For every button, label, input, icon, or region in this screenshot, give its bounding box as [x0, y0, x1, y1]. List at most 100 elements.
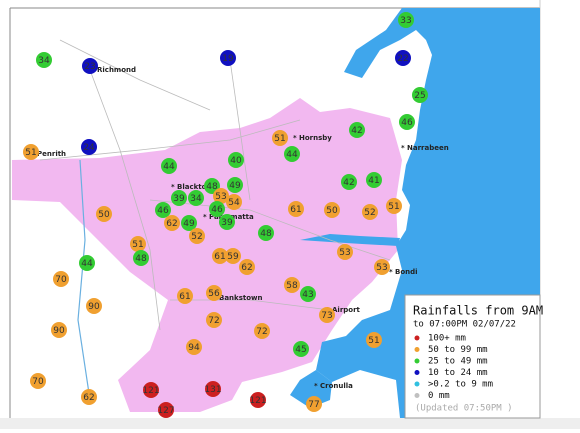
rain-marker [209, 201, 225, 217]
rain-value: 121 [142, 386, 159, 396]
harbour [300, 234, 400, 246]
rain-value: 61 [179, 292, 190, 302]
rain-value: 52 [191, 232, 202, 242]
place-label: Narrabeen [407, 144, 449, 152]
rain-marker [366, 332, 382, 348]
rain-marker [23, 144, 39, 160]
rain-value: 45 [295, 345, 306, 355]
rain-marker [366, 172, 382, 188]
rain-value: 53 [339, 248, 350, 258]
road [39, 119, 301, 161]
rain-marker [53, 271, 69, 287]
rain-value: 34 [190, 194, 202, 204]
rain-marker [272, 130, 288, 146]
rain-marker [227, 177, 243, 193]
rain-value: 42 [351, 126, 362, 136]
rain-value: 46 [401, 118, 413, 128]
rain-marker [155, 202, 171, 218]
rain-marker [164, 215, 180, 231]
place-label: Bankstown [219, 294, 262, 302]
road [89, 69, 161, 331]
rain-value: 48 [206, 182, 218, 192]
rain-marker [213, 188, 229, 204]
legend-box [404, 294, 541, 419]
rain-marker [341, 174, 357, 190]
rain-value: 33 [400, 16, 411, 26]
rain-value: 77 [308, 400, 319, 410]
rain-value: 121 [249, 396, 266, 406]
rain-marker [205, 381, 221, 397]
legend-label: 50 to 99 mm [428, 345, 488, 355]
legend-label: 25 to 49 mm [428, 357, 488, 367]
place-star: * [171, 183, 175, 191]
place-label: Richmond [97, 66, 136, 74]
rain-value: 44 [286, 150, 298, 160]
legend-swatch [414, 358, 420, 364]
rain-marker [212, 248, 228, 264]
rain-value: 53 [376, 263, 387, 273]
legend-swatch [414, 335, 420, 341]
rain-marker [86, 298, 102, 314]
rain-marker [161, 158, 177, 174]
rain-value: 44 [81, 259, 93, 269]
rain-marker [81, 389, 97, 405]
place-star: * [293, 134, 297, 142]
rain-value: 58 [286, 281, 298, 291]
legend-label: >0.2 to 9 mm [428, 380, 493, 390]
rain-value: 90 [53, 326, 65, 336]
rain-marker [324, 202, 340, 218]
legend-swatch [414, 370, 420, 375]
rain-marker [228, 152, 244, 168]
rain-value: 46 [157, 206, 169, 216]
rain-value: 62 [166, 219, 177, 229]
place-star: * [314, 382, 318, 390]
rain-value: 42 [343, 178, 354, 188]
legend-swatch [414, 347, 420, 352]
rain-marker [81, 139, 97, 155]
rain-marker [349, 122, 365, 138]
rain-marker [189, 228, 205, 244]
rain-marker [181, 215, 197, 231]
rain-marker [186, 339, 202, 355]
rain-marker [158, 402, 174, 418]
rain-marker [130, 236, 146, 252]
road [59, 39, 211, 111]
rain-value: 50 [98, 210, 110, 220]
place-star: * [401, 144, 405, 152]
bay [290, 370, 332, 408]
place-label: Penrith [37, 150, 66, 158]
rain-value: 41 [368, 176, 379, 186]
rain-marker [239, 259, 255, 275]
rain-value: 59 [227, 252, 239, 262]
rain-value: 51 [388, 202, 399, 212]
rain-value: 51 [274, 134, 285, 144]
road [170, 299, 331, 311]
rain-marker [143, 382, 159, 398]
legend-label: 10 to 24 mm [428, 368, 488, 378]
rain-value: 48 [260, 229, 272, 239]
rain-value: 19 [222, 54, 234, 64]
rain-value: 72 [208, 316, 219, 326]
legend-subtitle: to 07:00PM 02/07/22 [413, 320, 516, 330]
rain-value: 52 [364, 208, 375, 218]
rain-marker [188, 190, 204, 206]
rain-marker [79, 255, 95, 271]
legend-title: Rainfalls from 9AM [413, 304, 543, 318]
rain-marker [206, 285, 222, 301]
rain-marker [319, 307, 335, 323]
urban-area [12, 98, 402, 412]
rain-marker [133, 250, 149, 266]
rain-marker [171, 190, 187, 206]
rain-value: 23 [84, 62, 95, 72]
rain-marker [250, 392, 266, 408]
rain-marker [258, 225, 274, 241]
place-label: Bondi [395, 268, 418, 276]
rain-value: 62 [83, 393, 94, 403]
rain-marker [30, 373, 46, 389]
rain-marker [374, 259, 390, 275]
legend-updated: (Updated 07:50PM ) [415, 404, 513, 414]
rain-marker [399, 114, 415, 130]
legend-label: 0 mm [428, 391, 450, 401]
legend-swatch [414, 393, 420, 398]
